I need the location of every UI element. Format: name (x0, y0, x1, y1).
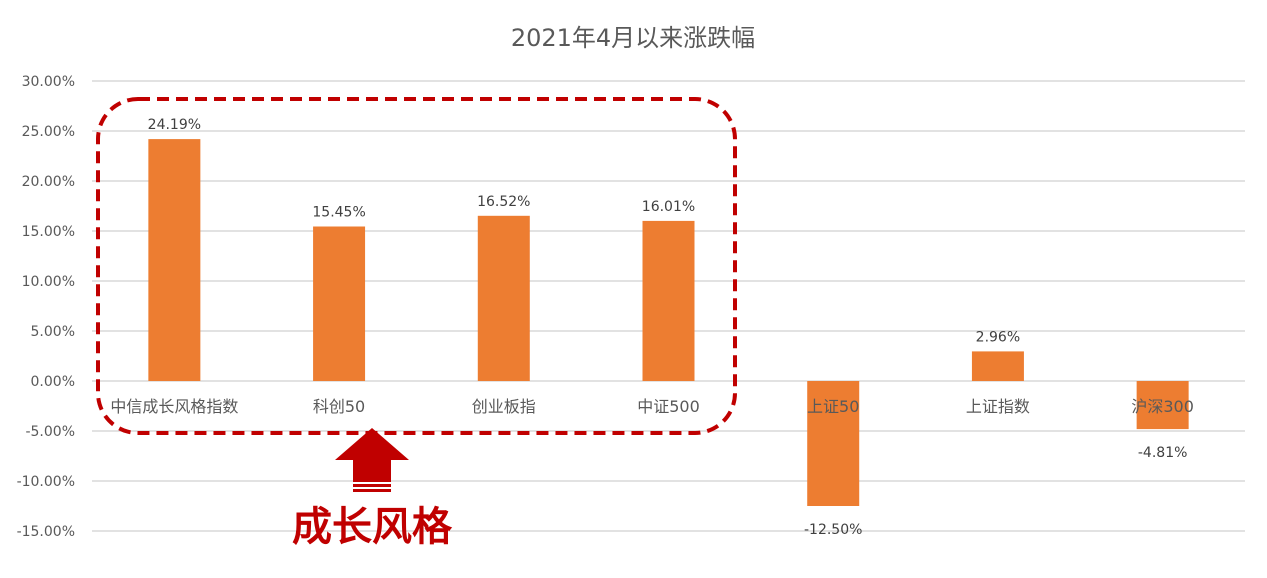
y-tick-label: -15.00% (17, 524, 75, 540)
data-label: 16.52% (477, 194, 530, 210)
category-label: 科创50 (313, 397, 365, 416)
bar (642, 220, 695, 381)
data-label: -12.50% (804, 522, 862, 538)
y-tick-label: -5.00% (25, 424, 75, 440)
data-label: 16.01% (642, 199, 695, 215)
bar (477, 215, 530, 381)
bar (1136, 381, 1189, 430)
category-label: 上证50 (807, 397, 859, 416)
bars (148, 139, 1189, 506)
category-label: 沪深300 (1131, 397, 1194, 416)
category-label: 中证500 (637, 397, 700, 416)
bar (148, 139, 201, 381)
category-label: 上证指数 (966, 397, 1030, 416)
data-label: -4.81% (1138, 445, 1188, 461)
y-tick-label: 20.00% (22, 174, 75, 190)
category-label: 中信成长风格指数 (110, 397, 238, 416)
up-arrow-icon (335, 428, 409, 492)
category-label: 创业板指 (472, 397, 536, 416)
y-tick-label: 0.00% (31, 374, 75, 390)
highlight-box (96, 97, 737, 435)
bar (971, 351, 1024, 381)
data-labels: 24.19% 15.45% 16.52% 16.01% -12.50% 2.96% -4.8… (148, 117, 1188, 538)
category-labels: 中信成长风格指数 科创50 创业板指 中证500 上证50 上证指数 沪深300 (110, 397, 1194, 416)
data-label: 24.19% (148, 117, 201, 133)
data-label: 15.45% (312, 205, 365, 221)
y-tick-label: 15.00% (22, 224, 75, 240)
y-tick-label: 5.00% (31, 324, 75, 340)
chart-title: 2021年4月以来涨跌幅 (511, 24, 755, 52)
annotation: 成长风格 (96, 97, 737, 550)
bar (313, 226, 366, 381)
y-tick-label: 10.00% (22, 274, 75, 290)
y-tick-label: 25.00% (22, 124, 75, 140)
y-tick-label: 30.00% (22, 74, 75, 90)
data-label: 2.96% (976, 329, 1020, 345)
y-tick-label: -10.00% (17, 474, 75, 490)
annotation-text: 成长风格 (292, 504, 453, 550)
bar (807, 381, 860, 506)
y-axis-labels: 30.00% 25.00% 20.00% 15.00% 10.00% 5.00% 0.00%… (17, 74, 75, 540)
